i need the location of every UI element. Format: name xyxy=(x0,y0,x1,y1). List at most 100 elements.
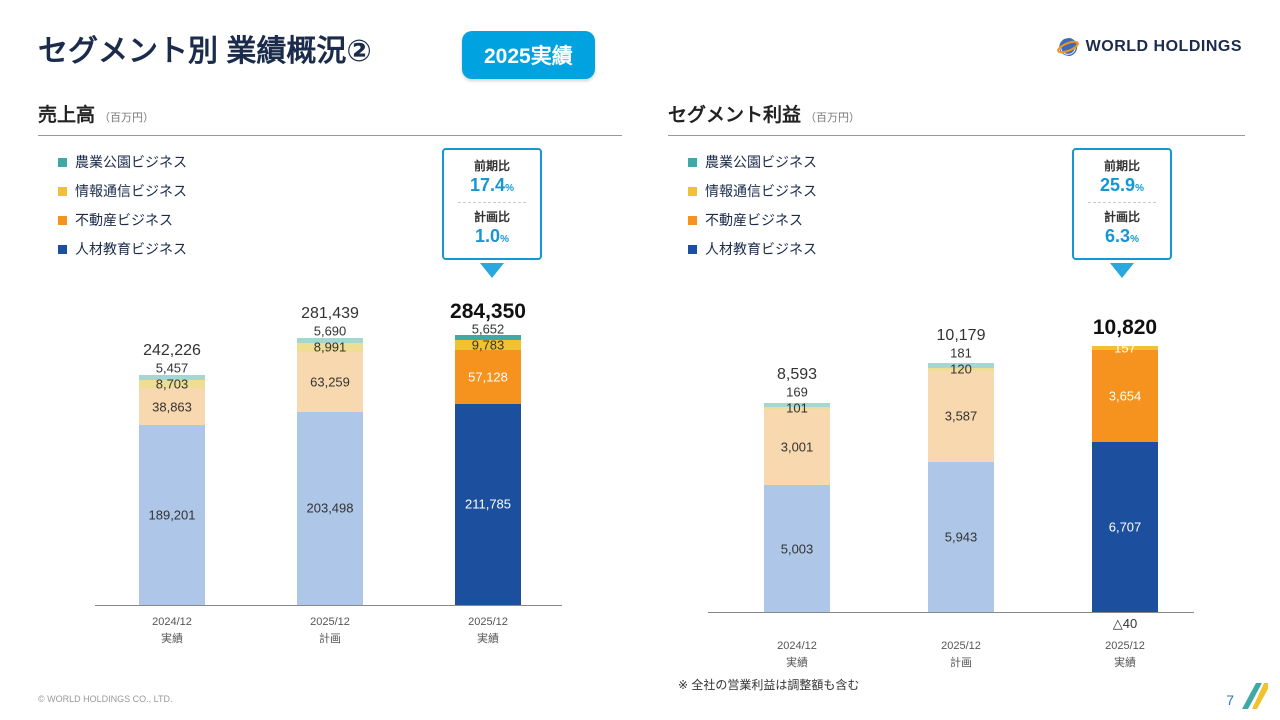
vsplan-label: 計画比 xyxy=(473,210,510,225)
callout-divider xyxy=(458,202,526,204)
bar-segment xyxy=(928,363,994,368)
footnote: ※ 全社の営業利益は調整額も含む xyxy=(678,678,860,692)
segment-value-label: △40 xyxy=(1112,616,1138,631)
bar-segment xyxy=(928,370,994,462)
segment-value-label: 3,587 xyxy=(944,408,978,424)
x-axis-label-line: 2024/12 xyxy=(152,616,192,628)
x-axis-label-line: 2025/12 xyxy=(941,640,981,652)
callout-arrow-icon xyxy=(480,262,504,278)
x-axis-line xyxy=(95,605,562,606)
x-axis-label-line: 実績 xyxy=(785,656,808,669)
x-axis-label: 2024/12 実績 xyxy=(152,614,192,647)
sales-unit: （百万円） xyxy=(99,112,155,124)
x-axis-label: 2025/12 実績 xyxy=(1105,638,1145,671)
profit-unit: （百万円） xyxy=(805,112,861,124)
legend-item: 情報通信ビジネス xyxy=(688,181,817,201)
x-axis-label-line: 2025/12 xyxy=(468,616,508,628)
copyright: © WORLD HOLDINGS CO., LTD. xyxy=(38,694,173,704)
sales-bar-chart: 189,201 38,863 8,703 5,457 242,226 2024/12 実績 2… xyxy=(38,100,622,672)
legend-item: 不動産ビジネス xyxy=(58,210,187,230)
sales-panel: 売上高 （百万円） 農業公園ビジネス 情報通信ビジネス 不動産ビジネス 人材教育ビジネ… xyxy=(38,100,622,672)
yoy-label: 前期比 xyxy=(473,159,510,173)
segment-value-label: 211,785 xyxy=(464,496,512,512)
bar-segment xyxy=(297,343,363,352)
legend-item: 情報通信ビジネス xyxy=(58,181,187,201)
bar-segment xyxy=(455,334,521,341)
callout-divider xyxy=(1088,202,1156,204)
legend-item: 人材教育ビジネス xyxy=(688,239,817,259)
x-axis-label: 2025/12 計画 xyxy=(310,614,350,647)
x-axis-label-line: 計画 xyxy=(949,656,972,669)
bar-total-label: 10,179 xyxy=(936,327,986,345)
legend-swatch xyxy=(688,244,697,254)
legend-label: 人材教育ビジネス xyxy=(75,241,187,257)
bar-segment xyxy=(764,409,830,486)
segment-value-label: 169 xyxy=(786,384,808,400)
bar-segment xyxy=(1092,345,1158,350)
legend-label: 情報通信ビジネス xyxy=(75,183,187,199)
legend-swatch xyxy=(688,215,697,225)
year-badge: 2025実績 xyxy=(462,31,595,79)
segment-value-label: 38,863 xyxy=(152,399,192,415)
vsplan-unit: % xyxy=(500,234,509,246)
legend-swatch xyxy=(58,244,67,254)
segment-value-label: 8,991 xyxy=(313,339,347,355)
profit-panel-header: セグメント利益 （百万円） xyxy=(668,100,1245,136)
legend-swatch xyxy=(688,186,697,196)
x-axis-label-line: 2025/12 xyxy=(310,616,350,628)
x-axis-label-line: 実績 xyxy=(160,632,183,645)
bar-total-label: 281,439 xyxy=(301,305,359,323)
legend-swatch xyxy=(58,215,67,225)
vsplan-label: 計画比 xyxy=(1103,210,1140,225)
vsplan-number: 1.0 xyxy=(475,226,501,247)
x-axis-label-line: 計画 xyxy=(318,632,341,645)
segment-value-label: 120 xyxy=(950,361,972,377)
yoy-value: 17.4% xyxy=(444,174,540,197)
x-axis-label-line: 実績 xyxy=(1113,656,1136,669)
bar-segment xyxy=(455,349,521,404)
segment-value-label: 8,703 xyxy=(155,376,189,392)
legend-swatch xyxy=(58,186,67,196)
x-axis-line xyxy=(708,612,1194,613)
yoy-number: 17.4 xyxy=(470,175,506,195)
vsplan-number: 6.3 xyxy=(1105,226,1131,247)
legend-item: 人材教育ビジネス xyxy=(58,239,187,259)
segment-value-label: 189,201 xyxy=(148,507,196,523)
bar-segment xyxy=(1092,442,1158,612)
bar-segment xyxy=(928,367,994,371)
legend-swatch xyxy=(58,157,67,167)
bar-segment xyxy=(764,406,830,410)
legend-label: 農業公園ビジネス xyxy=(75,154,187,170)
legend-item: 農業公園ビジネス xyxy=(58,152,187,172)
segment-value-label: 63,259 xyxy=(310,374,350,390)
bar-segment xyxy=(1092,349,1158,443)
yoy-unit: % xyxy=(505,183,514,194)
segment-value-label: 9,783 xyxy=(471,337,505,353)
profit-callout: 前期比 25.9% 計画比 6.3% xyxy=(1072,148,1172,278)
bar-total-label: 10,820 xyxy=(1092,315,1158,339)
legend-label: 人材教育ビジネス xyxy=(705,241,817,257)
bar-segment xyxy=(139,388,205,426)
x-axis-label: 2025/12 実績 xyxy=(468,614,508,647)
yoy-label: 前期比 xyxy=(1103,159,1140,173)
profit-bar-chart: 5,003 3,001 101 169 8,593 2024/12 実績 5,943 3,587… xyxy=(668,100,1245,672)
legend-item: 不動産ビジネス xyxy=(688,210,817,230)
segment-value-label: 6,707 xyxy=(1108,519,1142,535)
x-axis-label-line: 2025/12 xyxy=(1105,640,1145,652)
bar-segment xyxy=(297,411,363,605)
segment-value-label: 5,943 xyxy=(944,529,978,545)
legend-swatch xyxy=(688,157,697,167)
x-axis-label-line: 実績 xyxy=(476,632,499,645)
segment-value-label: 3,654 xyxy=(1108,388,1142,404)
segment-value-label: 5,690 xyxy=(313,323,347,339)
bar-segment xyxy=(764,402,830,407)
legend-item: 農業公園ビジネス xyxy=(688,152,817,172)
profit-panel: セグメント利益 （百万円） 農業公園ビジネス情報通信ビジネス不動産ビジネス人材教… xyxy=(668,100,1245,692)
legend-label: 情報通信ビジネス xyxy=(705,183,817,199)
brand-stripes-icon xyxy=(1238,683,1268,714)
page-number: 7 xyxy=(1226,692,1234,708)
logo-text: WORLD HOLDINGS xyxy=(1085,38,1242,55)
bar-total-label: 242,226 xyxy=(143,342,201,360)
segment-value-label: 3,001 xyxy=(780,439,814,455)
